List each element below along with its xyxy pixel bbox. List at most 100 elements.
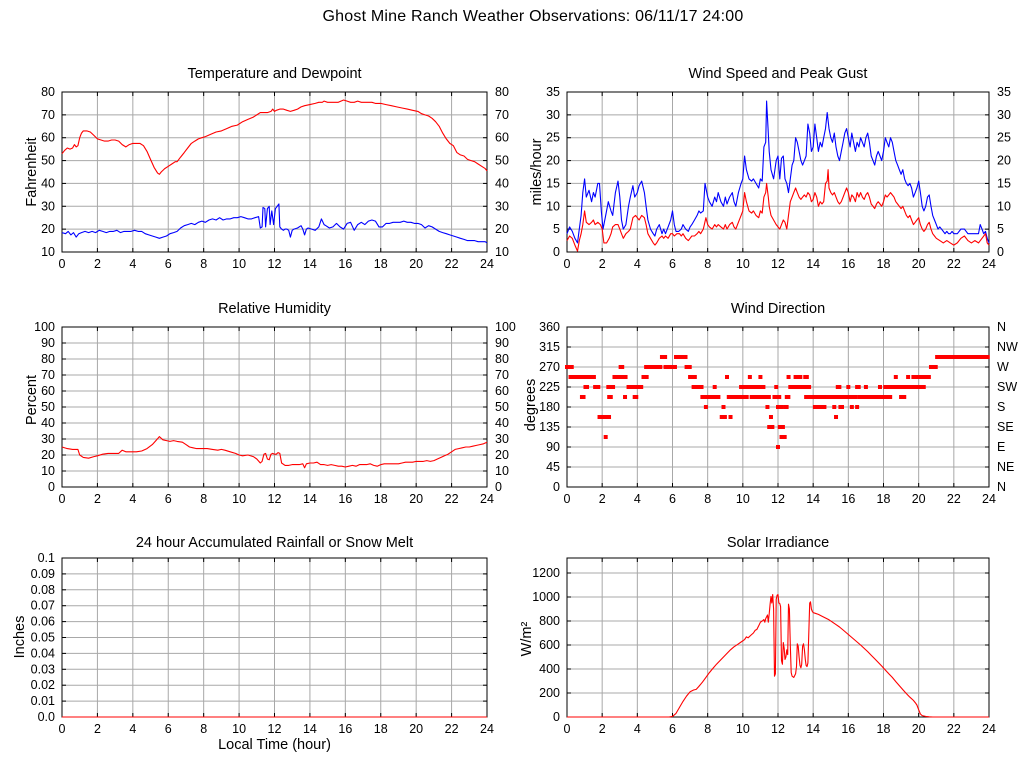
temperature-xtick-label: 12 (268, 257, 282, 271)
wind-direction-point (921, 385, 926, 389)
humidity-right-tick-label: 0 (495, 480, 502, 494)
temperature-ytick-label: 20 (41, 222, 55, 236)
wind-direction-point (591, 375, 596, 379)
page-title: Ghost Mine Ranch Weather Observations: 0… (322, 8, 744, 25)
rainfall-ytick-label: 0.07 (31, 599, 55, 613)
wind-direction-point (822, 405, 827, 409)
wind-xtick-label: 12 (771, 257, 785, 271)
direction-xtick-label: 14 (806, 492, 820, 506)
humidity-line (61, 436, 488, 469)
wind-direction-point (644, 375, 649, 379)
temperature-ytick-label: 10 (41, 245, 55, 259)
wind-direction-point (870, 395, 875, 399)
wind-direction-point (782, 435, 787, 439)
chart-title-rainfall: 24 hour Accumulated Rainfall or Snow Mel… (135, 535, 414, 551)
direction-right-tick-label: NE (997, 460, 1014, 474)
wind-xtick-label: 0 (564, 257, 571, 271)
wind-direction-point (933, 365, 938, 369)
wind-direction-point (902, 395, 907, 399)
wind-direction-point (776, 445, 780, 449)
wind-direction-point (926, 375, 931, 379)
wind-right-tick-label: 20 (997, 154, 1011, 168)
wind-xtick-label: 18 (877, 257, 891, 271)
wind-direction-point (774, 385, 779, 389)
solar-ytick-label: 400 (539, 662, 560, 676)
humidity-right-tick-label: 20 (495, 448, 509, 462)
direction-right-tick-label: E (997, 440, 1005, 454)
rainfall-ytick-label: 0.05 (31, 631, 55, 645)
solar-xtick-label: 18 (877, 722, 891, 736)
rainfall-ytick-label: 0.08 (31, 583, 55, 597)
direction-xtick-label: 4 (634, 492, 641, 506)
humidity-ytick-label: 10 (41, 464, 55, 478)
wind-direction-point (747, 375, 752, 379)
wind-direction-point (758, 375, 763, 379)
humidity-xtick-label: 2 (94, 492, 101, 506)
wind-direction-point (729, 395, 734, 399)
wind-direction-point (607, 415, 612, 419)
direction-ytick-label: 180 (539, 400, 560, 414)
wind-direction-point (699, 385, 704, 389)
solar-plot-border (566, 557, 990, 718)
temperature-xtick-label: 4 (129, 257, 136, 271)
wind-direction-point (663, 355, 668, 359)
wind-direction-point (985, 355, 990, 359)
solar-xtick-label: 6 (669, 722, 676, 736)
wind-direction-point (728, 415, 733, 419)
wind-direction-point (855, 405, 860, 409)
wind-direction-point (837, 385, 842, 389)
rainfall-xtick-label: 0 (59, 722, 66, 736)
wind-direction-point (683, 355, 688, 359)
temperature-xtick-label: 8 (200, 257, 207, 271)
direction-right-tick-label: SW (997, 380, 1017, 394)
rainfall-xtick-label: 14 (303, 722, 317, 736)
wind-xtick-label: 2 (599, 257, 606, 271)
wind-direction-point (888, 395, 893, 399)
wind-direction-point (744, 395, 749, 399)
direction-ytick-label: 270 (539, 360, 560, 374)
direction-xtick-label: 24 (982, 492, 996, 506)
humidity-xtick-label: 14 (303, 492, 317, 506)
wind-direction-point (920, 375, 925, 379)
wind-direction-point (611, 385, 616, 389)
wind-direction-point (893, 375, 898, 379)
direction-xtick-label: 20 (912, 492, 926, 506)
temperature-right-tick-label: 10 (495, 245, 509, 259)
wind-ytick-label: 15 (546, 176, 560, 190)
rainfall-ytick-label: 0.06 (31, 615, 55, 629)
wind-ytick-label: 0 (553, 245, 560, 259)
humidity-right-tick-label: 60 (495, 384, 509, 398)
temperature-right-tick-label: 30 (495, 199, 509, 213)
wind-direction-point (832, 405, 837, 409)
wind-right-tick-label: 35 (997, 85, 1011, 99)
wind-direction-point (722, 415, 727, 419)
humidity-ytick-label: 50 (41, 400, 55, 414)
wind-xtick-label: 24 (982, 257, 996, 271)
wind-direction-point (721, 405, 726, 409)
direction-xtick-label: 0 (564, 492, 571, 506)
direction-xtick-label: 6 (669, 492, 676, 506)
wind-right-tick-label: 25 (997, 131, 1011, 145)
humidity-ytick-label: 100 (34, 320, 55, 334)
rainfall-plot: 0 2 4 6 8 10 12 14 16 18 20 22 240.00.010.020.030.04… (31, 551, 494, 736)
wind-direction-point (716, 395, 721, 399)
wind-direction-point (585, 385, 590, 389)
wind-direction-point (892, 385, 897, 389)
temperature-right-tick-label: 20 (495, 222, 509, 236)
direction-right-tick-label: N (997, 320, 1006, 334)
wind-direction-point (761, 385, 766, 389)
direction-ytick-label: 315 (539, 340, 560, 354)
temperature-ytick-label: 30 (41, 199, 55, 213)
wind-direction-point (620, 365, 625, 369)
direction-plot-border (566, 326, 990, 488)
direction-xtick-label: 12 (771, 492, 785, 506)
rainfall-xtick-label: 10 (232, 722, 246, 736)
temperature-ytick-label: 80 (41, 85, 55, 99)
wind-ytick-label: 20 (546, 154, 560, 168)
wind-direction-point (712, 385, 717, 389)
wind-direction-point (672, 365, 677, 369)
wind-direction-point (856, 385, 861, 389)
rainfall-ytick-label: 0.1 (38, 551, 55, 565)
wind-direction-point (766, 395, 771, 399)
